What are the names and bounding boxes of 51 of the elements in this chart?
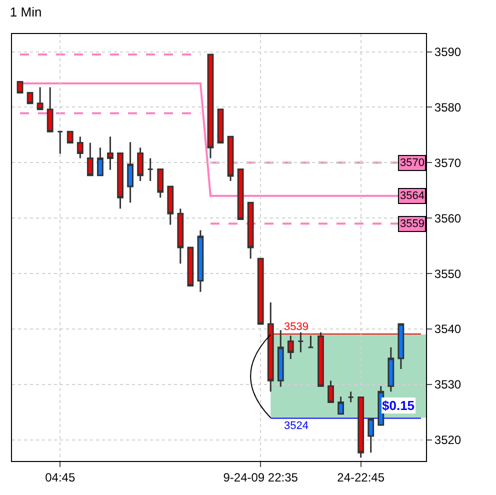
candlestick: [76, 136, 84, 159]
candlestick: [308, 334, 314, 348]
candlestick: [97, 146, 104, 176]
candlestick: [277, 329, 284, 388]
y-tick-label: 3520: [434, 433, 462, 448]
chart-title: 1 Min: [10, 4, 42, 20]
annotation: $0.15: [382, 398, 415, 413]
x-tick-label: 04:45: [45, 470, 76, 484]
candlestick: [368, 418, 374, 454]
candlestick: [107, 136, 114, 171]
candlestick: [328, 380, 334, 403]
y-tick-label: 3530: [434, 378, 462, 392]
candlestick: [157, 168, 164, 198]
candlestick: [207, 54, 214, 159]
candlestick: [147, 157, 154, 182]
candlestick: [86, 142, 94, 176]
y-tick-label: 3590: [434, 44, 462, 59]
x-tick-label: 9-24-09 22:35: [223, 470, 298, 484]
y-tick-label: 3560: [434, 211, 462, 226]
candlestick: [137, 146, 144, 182]
candlestick: [36, 86, 44, 110]
candlestick: [388, 346, 394, 392]
y-tick-label: 3570: [434, 156, 462, 170]
candlestick: [217, 108, 224, 144]
candlestick: [247, 202, 254, 260]
candlestick: [338, 396, 344, 415]
candlestick: [117, 152, 124, 210]
y-tick-label: 3540: [434, 322, 462, 336]
candlestick: [227, 136, 234, 182]
annotation: 3539: [284, 321, 308, 333]
candlestick: [177, 208, 184, 264]
candlestick: [46, 86, 54, 132]
candlestick: [16, 80, 24, 94]
annotation: 3524: [284, 420, 308, 432]
candlestick: [297, 332, 304, 354]
candlestick: [358, 396, 364, 458]
y-tick-label: 3580: [434, 100, 462, 114]
candlestick: [398, 323, 404, 370]
candlestick: [26, 92, 34, 104]
candlestick: [56, 130, 64, 155]
candlestick: [66, 130, 74, 144]
annotation: 3564: [400, 190, 424, 202]
candlestick: [197, 230, 204, 293]
y-tick-label: 3550: [434, 266, 462, 281]
candlestick: [257, 258, 264, 325]
candlestick: [127, 141, 134, 204]
x-tick-label: 24-22:45: [337, 470, 385, 484]
candlestick: [348, 390, 354, 403]
candlestick: [187, 246, 194, 287]
candlestick: [167, 186, 174, 226]
candlestick: [237, 168, 244, 220]
